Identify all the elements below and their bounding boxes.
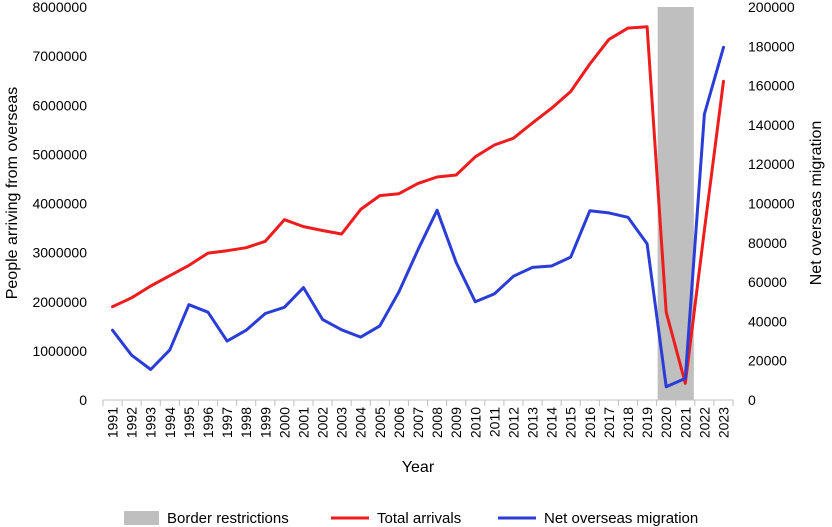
- x-tick-label: 2019: [639, 407, 655, 438]
- x-tick-label: 2013: [525, 407, 541, 438]
- legend-label-border-restrictions: Border restrictions: [167, 510, 289, 527]
- y-left-tick-label: 3000000: [32, 245, 87, 261]
- series-line-total-arrivals: [111, 25, 725, 385]
- x-tick-label: 1998: [238, 407, 254, 438]
- y-axis-left-title: People arriving from overseas: [4, 87, 21, 300]
- x-tick-label: 2000: [276, 407, 292, 438]
- x-tick-label: 2004: [353, 407, 369, 438]
- x-tick-label: 2001: [295, 407, 311, 438]
- x-tick-label: 1993: [143, 407, 159, 438]
- legend-item-net-overseas-migration: Net overseas migration: [498, 510, 698, 527]
- x-tick-label: 1992: [124, 407, 140, 438]
- y-left-tick-label: 5000000: [32, 146, 87, 162]
- x-tick-label: 1991: [105, 407, 121, 438]
- y-left-tick-label: 1000000: [32, 343, 87, 359]
- x-tick-label: 2009: [448, 407, 464, 438]
- x-tick-label: 2017: [601, 407, 617, 438]
- x-tick-label: 2020: [658, 407, 674, 438]
- left-axis-ticks: 0 1000000 2000000 3000000 4000000 5000000 6000…: [32, 0, 87, 408]
- x-tick-label: 2003: [334, 407, 350, 438]
- x-tick-label: 1994: [162, 407, 178, 438]
- y-right-tick-label: 60000: [748, 274, 787, 290]
- x-tick-label: 1999: [257, 407, 273, 438]
- legend-label-total-arrivals: Total arrivals: [377, 510, 461, 527]
- x-tick-label: 2018: [620, 407, 636, 438]
- x-tick-label: 2008: [429, 407, 445, 438]
- x-tick-label: 2010: [467, 407, 483, 438]
- y-left-tick-label: 7000000: [32, 48, 87, 64]
- y-right-tick-label: 120000: [748, 156, 795, 172]
- series-line-net-overseas-migration: [111, 45, 725, 389]
- x-tick-label: 1997: [219, 407, 235, 438]
- x-tick-label: 2011: [486, 407, 502, 437]
- y-right-tick-label: 180000: [748, 38, 795, 54]
- legend-swatch-border-restrictions: [124, 511, 159, 525]
- legend-item-border-restrictions: Border restrictions: [124, 510, 289, 527]
- right-axis-ticks: 0 20000 40000 60000 80000 100000 120000 140000 1…: [748, 0, 795, 408]
- y-right-tick-label: 20000: [748, 353, 787, 369]
- y-right-tick-label: 40000: [748, 313, 787, 329]
- y-axis-right-title: Net overseas migration: [808, 121, 825, 286]
- x-tick-label: 2014: [544, 407, 560, 438]
- x-axis-title: Year: [402, 459, 435, 476]
- x-tick-label: 2005: [372, 407, 388, 438]
- y-left-tick-label: 2000000: [32, 294, 87, 310]
- x-tick-label: 1996: [200, 407, 216, 438]
- x-tick-label: 2002: [315, 407, 331, 438]
- y-right-tick-label: 140000: [748, 117, 795, 133]
- y-left-tick-label: 4000000: [32, 196, 87, 212]
- x-tick-label: 2016: [582, 407, 598, 438]
- x-tick-label: 2006: [391, 407, 407, 438]
- y-right-tick-label: 80000: [748, 235, 787, 251]
- x-tick-label: 2007: [410, 407, 426, 438]
- x-tick-label: 2015: [563, 407, 579, 438]
- x-tick-label: 1995: [181, 407, 197, 438]
- series-lines: [111, 25, 725, 389]
- legend-label-net-overseas-migration: Net overseas migration: [544, 510, 698, 527]
- y-right-tick-label: 200000: [748, 0, 795, 15]
- x-axis-ticks: 1991 1992 1993 1994 1995 1996 1997 1998 1999 2000…: [102, 400, 734, 438]
- y-left-tick-label: 8000000: [32, 0, 87, 15]
- y-right-tick-label: 160000: [748, 78, 795, 94]
- x-tick-label: 2012: [505, 407, 521, 438]
- legend-item-total-arrivals: Total arrivals: [331, 510, 461, 527]
- x-tick-label: 2023: [715, 407, 731, 438]
- y-right-tick-label: 100000: [748, 196, 795, 212]
- x-tick-label: 2021: [677, 407, 693, 438]
- y-left-tick-label: 0: [79, 392, 87, 408]
- y-left-tick-label: 6000000: [32, 97, 87, 113]
- x-tick-label: 2022: [696, 407, 712, 438]
- legend: Border restrictions Total arrivals Net o…: [124, 510, 698, 527]
- y-right-tick-label: 0: [748, 392, 756, 408]
